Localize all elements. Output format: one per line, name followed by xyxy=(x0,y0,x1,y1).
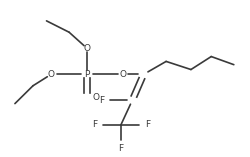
Text: O: O xyxy=(83,44,90,53)
Text: F: F xyxy=(118,144,123,153)
Text: O: O xyxy=(47,70,54,79)
Text: F: F xyxy=(98,96,104,105)
Text: O: O xyxy=(119,70,126,79)
Text: O: O xyxy=(92,93,100,102)
Text: F: F xyxy=(144,120,149,129)
Text: P: P xyxy=(84,70,89,79)
Text: F: F xyxy=(92,120,97,129)
